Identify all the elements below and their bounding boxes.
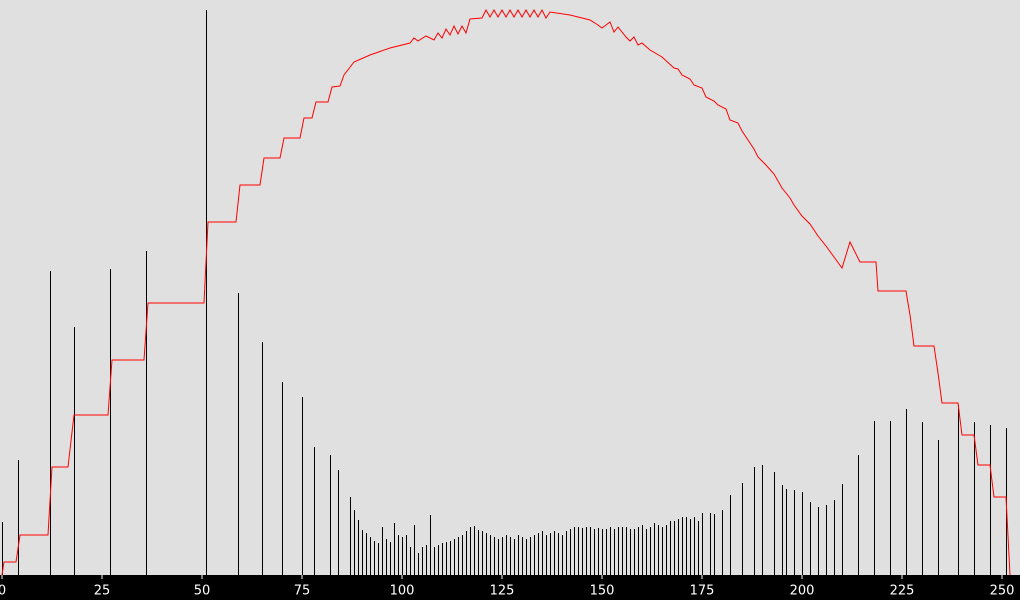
x-tick-label: 100 <box>390 584 415 599</box>
x-tick-label: 75 <box>294 584 311 599</box>
x-axis-bar <box>0 575 1020 600</box>
x-tick-label: 200 <box>790 584 815 599</box>
x-tick-label: 150 <box>590 584 615 599</box>
x-tick-label: 0 <box>0 584 6 599</box>
x-tick-label: 50 <box>194 584 211 599</box>
x-tick-label: 25 <box>94 584 111 599</box>
curve <box>1 8 1011 576</box>
x-tick-label: 225 <box>890 584 915 599</box>
x-tick-label: 250 <box>990 584 1015 599</box>
x-tick-label: 175 <box>690 584 715 599</box>
x-tick-label: 125 <box>490 584 515 599</box>
